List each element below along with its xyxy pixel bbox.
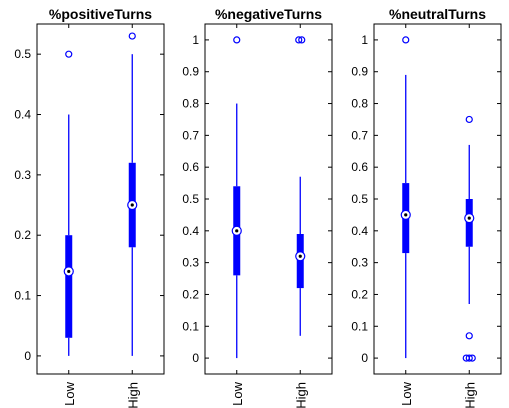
y-tick-label: 0.6 [351, 160, 368, 174]
outlier-point [465, 332, 473, 340]
outlier-point [128, 32, 136, 40]
median-dot [467, 216, 471, 220]
x-tick-label: High [462, 382, 477, 408]
chart-title: %neutralTurns [389, 6, 486, 22]
box-low [400, 36, 411, 359]
y-tick-label: 0 [192, 351, 199, 365]
median-dot [404, 213, 408, 217]
y-tick-label: 0.5 [14, 47, 31, 61]
y-tick-label: 0.9 [182, 65, 199, 79]
y-tick-label: 0.8 [351, 97, 368, 111]
y-tick-label: 0.3 [351, 256, 368, 270]
outlier-point [65, 50, 73, 58]
median-dot [67, 269, 71, 274]
y-tick-label: 0.2 [182, 287, 199, 301]
axes-frame [373, 23, 502, 375]
y-tick-label: 0.2 [14, 228, 31, 242]
y-tick-label: 0.7 [182, 128, 199, 142]
axes-frame [204, 23, 333, 375]
y-tick-label: 0.4 [351, 224, 368, 238]
y-tick-label: 0 [24, 349, 31, 363]
x-tick-label: Low [399, 381, 414, 405]
y-tick-label: 1 [361, 33, 368, 47]
y-tick-label: 0.6 [182, 160, 199, 174]
x-tick-label: Low [230, 381, 245, 405]
y-tick-label: 0 [361, 351, 368, 365]
box-low [231, 36, 242, 359]
axes-frame [36, 23, 165, 375]
median-dot [235, 229, 239, 233]
y-tick-label: 0.7 [351, 128, 368, 142]
chart-panel-1: %positiveTurns 0 0.1 0.2 0.3 0.4 0.5 Low High [14, 6, 165, 408]
y-tick-label: 0.8 [182, 97, 199, 111]
y-tick-label: 0.4 [182, 224, 199, 238]
box-high [127, 32, 138, 356]
chart-panel-3: %neutralTurns 0 0.1 0.2 0.3 0.4 0.5 0.6 0.7 0.8 0.… [351, 6, 502, 408]
box-low [63, 50, 74, 356]
outlier-point [298, 36, 306, 44]
y-tick-label: 0.4 [14, 108, 31, 122]
y-tick-label: 0.1 [14, 289, 31, 303]
y-tick-label: 0.1 [182, 319, 199, 333]
outlier-point [468, 354, 476, 362]
y-tick-label: 1 [192, 33, 199, 47]
y-tick-label: 0.9 [351, 65, 368, 79]
chart-title: %positiveTurns [49, 6, 152, 22]
box-high [295, 36, 306, 336]
median-dot [130, 203, 134, 207]
outlier-point [465, 115, 473, 124]
x-tick-label: High [125, 382, 140, 408]
x-tick-label: High [293, 382, 308, 408]
outlier-point [233, 36, 241, 44]
box-high [462, 115, 476, 362]
box-iqr [65, 235, 73, 338]
y-tick-label: 0.3 [182, 256, 199, 270]
chart-panel-2: %negativeTurns 0 0.1 0.2 0.3 0.4 0.5 0.6 0.7 0.8 0… [182, 6, 333, 408]
y-tick-label: 0.5 [351, 192, 368, 206]
outlier-point [465, 354, 473, 362]
y-tick-label: 0.5 [182, 192, 199, 206]
median-dot [298, 254, 302, 258]
outlier-point [295, 36, 303, 44]
chart-title: %negativeTurns [215, 6, 322, 22]
y-tick-label: 0.2 [351, 287, 368, 301]
outlier-point [402, 36, 410, 44]
y-tick-label: 0.3 [14, 168, 31, 182]
x-tick-label: Low [62, 381, 77, 405]
y-tick-label: 0.1 [351, 319, 368, 333]
